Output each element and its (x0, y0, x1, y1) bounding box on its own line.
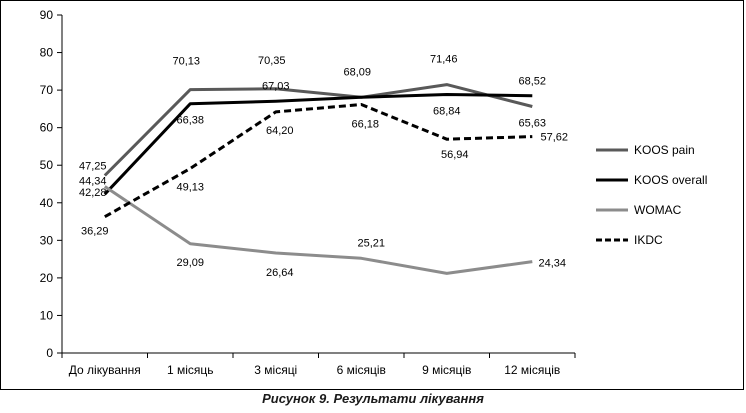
data-label-koos-pain: 68,09 (343, 66, 371, 78)
data-label-ikdc: 66,18 (351, 118, 379, 130)
data-label-ikdc: 64,20 (266, 125, 294, 137)
data-label-ikdc: 56,94 (441, 149, 469, 161)
legend-label-ikdc: IKDC (634, 233, 663, 247)
data-label-koos-overall: 67,03 (262, 80, 290, 92)
data-label-womac: 29,09 (176, 257, 204, 269)
data-labels: 47,25 70,13 70,35 68,09 71,46 65,63 42,28 66,38… (79, 54, 568, 279)
legend-label-koos-overall: KOOS overall (634, 173, 707, 187)
legend-label-koos-pain: KOOS pain (634, 143, 695, 157)
series-line-ikdc (104, 103, 533, 219)
data-label-koos-pain: 47,25 (79, 161, 107, 173)
figure-caption: Рисунок 9. Результати лікування (262, 391, 484, 406)
axes: 0 10 20 30 40 50 60 70 80 90 До лікування 1 місяць 3… (40, 8, 576, 377)
y-tick-label: 70 (40, 83, 54, 97)
data-label-koos-overall: 68,84 (433, 105, 461, 117)
y-tick-label: 0 (46, 346, 53, 360)
x-tick-label: 9 місяців (422, 363, 471, 377)
data-label-koos-pain: 70,35 (258, 55, 286, 67)
data-label-koos-overall: 42,28 (79, 187, 107, 199)
data-label-koos-pain: 65,63 (518, 118, 546, 130)
data-label-koos-pain: 71,46 (430, 54, 458, 66)
x-tick-label: 3 місяці (254, 363, 297, 377)
data-label-koos-overall: 66,38 (176, 115, 204, 127)
legend-label-womac: WOMAC (634, 203, 682, 217)
x-tick-label: 12 місяців (504, 363, 560, 377)
y-tick-label: 60 (40, 121, 54, 135)
x-tick-label: До лікування (69, 363, 141, 377)
data-label-womac: 24,34 (538, 258, 566, 270)
y-tick-label: 80 (40, 46, 54, 60)
line-chart: 0 10 20 30 40 50 60 70 80 90 До лікування 1 місяць 3… (40, 8, 708, 377)
y-tick-label: 10 (40, 308, 54, 322)
y-tick-label: 40 (40, 196, 54, 210)
y-tick-label: 50 (40, 158, 54, 172)
y-tick-label: 20 (40, 271, 54, 285)
y-tick-label: 90 (40, 8, 54, 22)
data-label-womac: 44,34 (79, 175, 107, 187)
y-tick-label: 30 (40, 233, 54, 247)
data-label-koos-pain: 70,13 (172, 56, 200, 68)
legend: KOOS pain KOOS overall WOMAC IKDC (596, 143, 707, 247)
series-layer (103, 83, 533, 275)
data-label-womac: 26,64 (266, 267, 294, 279)
data-label-ikdc: 36,29 (81, 226, 109, 238)
data-label-womac: 25,21 (357, 237, 385, 249)
chart-frame (0, 0, 744, 390)
x-tick-label: 6 місяців (337, 363, 386, 377)
series-line-koos-pain (103, 83, 533, 177)
series-line-womac (103, 185, 533, 275)
data-label-koos-overall: 68,52 (518, 76, 546, 88)
series-line-koos-overall (103, 93, 533, 196)
x-tick-label: 1 місяць (167, 363, 214, 377)
data-label-ikdc: 57,62 (540, 132, 568, 144)
data-label-ikdc: 49,13 (176, 181, 204, 193)
